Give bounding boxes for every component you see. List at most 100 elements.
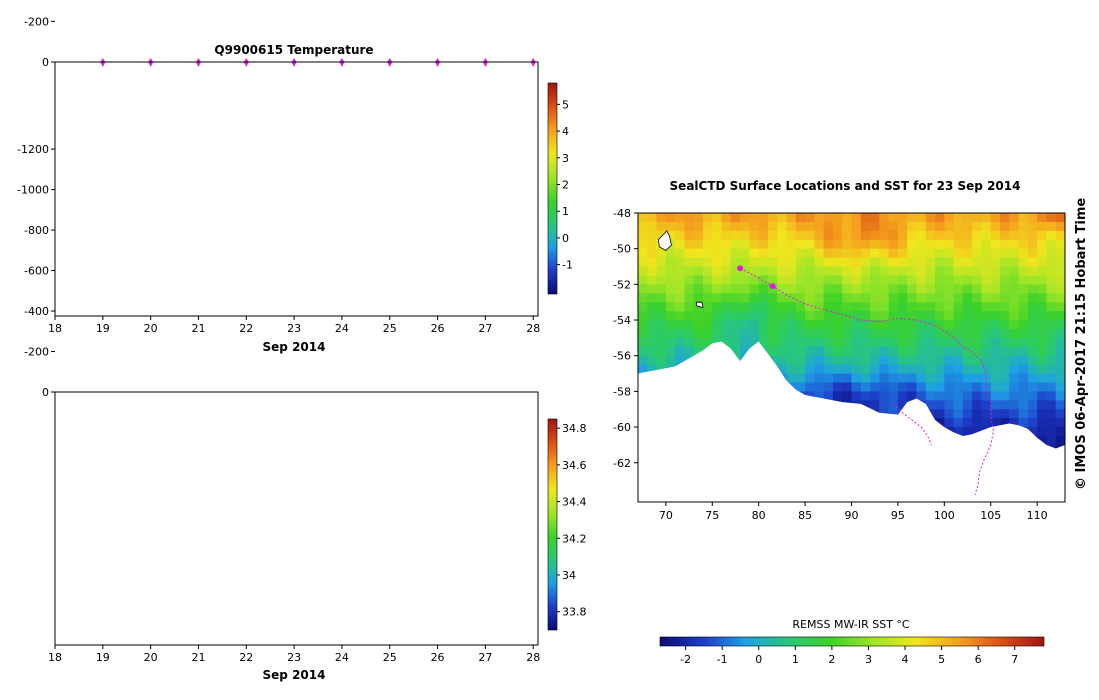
sst-cell — [730, 230, 741, 241]
sst-cell — [916, 275, 927, 285]
sst-cell — [693, 275, 704, 285]
sst-cell — [1000, 328, 1010, 339]
sst-cell — [656, 257, 667, 268]
sst-cell — [814, 257, 825, 268]
sst-cell — [879, 213, 890, 223]
sst-cell — [879, 257, 890, 268]
sst-cell — [656, 346, 667, 357]
sst-cell — [721, 284, 732, 294]
sst-cell — [953, 382, 964, 392]
sst-cell — [990, 239, 1001, 250]
sst-cell — [972, 337, 982, 348]
sst-cell — [1055, 248, 1065, 259]
sst-cell — [990, 230, 1001, 241]
sst-cell — [935, 373, 945, 383]
sst-cell — [767, 320, 778, 330]
sst-cell — [702, 337, 713, 348]
sst-cell — [860, 328, 871, 339]
sst-cell — [1018, 418, 1029, 428]
sst-cell — [851, 257, 862, 268]
sst-cell — [777, 337, 788, 348]
sst-cell — [1037, 373, 1047, 383]
sst-cell — [1009, 311, 1020, 321]
sst-cell — [888, 373, 899, 383]
sst-cell — [888, 213, 899, 223]
sst-cell — [1018, 364, 1029, 375]
sst-cell — [851, 302, 862, 312]
sst-cell — [693, 221, 704, 232]
sst-cell — [935, 400, 945, 410]
sst-cell — [805, 346, 815, 357]
salinity-panel: 18 19 20 21 22 23 24 25 26 27 28 0-200-400-600-800… — [17, 143, 586, 682]
lon-tick-label: 75 — [705, 509, 719, 522]
sst-cell — [1009, 320, 1020, 330]
sst-cell — [693, 248, 704, 259]
sst-cell — [1055, 328, 1065, 339]
sst-cell — [981, 337, 992, 348]
sst-cell — [870, 302, 880, 312]
sst-cell — [767, 239, 778, 250]
sst-cell — [1037, 248, 1047, 259]
sst-cell — [1018, 213, 1029, 223]
sst-map-panel: SealCTD Surface Locations and SST for 23… — [613, 179, 1066, 666]
colorbar-tick-label: 34.2 — [562, 532, 587, 545]
sst-cell — [1027, 230, 1038, 241]
sst-cell — [1037, 293, 1047, 303]
sst-cell — [842, 355, 852, 366]
station-marker — [195, 58, 201, 62]
sst-cell — [879, 373, 890, 383]
sst-cell — [916, 221, 927, 232]
sst-cell — [1027, 320, 1038, 330]
sst-cell — [786, 337, 797, 348]
sst-cell — [805, 311, 815, 321]
sst-cell — [944, 239, 955, 250]
sst-cell — [1009, 418, 1020, 428]
sst-cell — [962, 391, 973, 401]
sst-cell — [860, 221, 871, 232]
sst-cell — [656, 355, 667, 366]
station-marker — [387, 62, 393, 67]
sst-cell — [935, 266, 945, 276]
sst-cell — [1055, 213, 1065, 223]
sst-colorbar-ticks: -2 -1 0 1 2 3 4 5 6 7 — [680, 646, 1018, 666]
sst-cell — [1055, 364, 1065, 375]
sst-cell — [712, 320, 723, 330]
colorbar-tick-label: 34 — [562, 569, 576, 582]
sst-cell — [647, 275, 658, 285]
sst-cell — [962, 293, 973, 303]
sst-cell — [944, 409, 955, 419]
sst-cell — [860, 266, 871, 276]
sst-cell — [823, 320, 834, 330]
sst-cell — [786, 311, 797, 321]
sst-cell — [832, 248, 843, 259]
sst-cell — [693, 302, 704, 312]
sst-cell — [925, 391, 936, 401]
station-marker — [100, 62, 106, 67]
sst-cell — [823, 328, 834, 339]
sst-cell — [962, 275, 973, 285]
sst-cell — [1009, 230, 1020, 241]
sst-cell — [786, 293, 797, 303]
lat-tick-label: -58 — [613, 385, 631, 398]
sst-cell — [870, 248, 880, 259]
sst-cell — [1055, 435, 1065, 446]
sst-cell — [758, 284, 769, 294]
sst-cell — [944, 320, 955, 330]
sst-cell — [907, 382, 917, 392]
y-tick-label: -200 — [24, 346, 49, 359]
sst-cell — [953, 266, 964, 276]
sst-cell — [684, 248, 695, 259]
sst-cell — [814, 337, 825, 348]
x-tick-label: 23 — [287, 322, 301, 335]
sst-cell — [1018, 328, 1029, 339]
sst-cell — [1000, 373, 1010, 383]
sst-cell — [990, 400, 1001, 410]
sst-cell — [935, 284, 945, 294]
sst-cell — [1046, 328, 1057, 339]
seal-track — [739, 267, 995, 496]
sst-cell — [1046, 373, 1057, 383]
sst-cell — [814, 213, 825, 223]
sst-cell — [925, 275, 936, 285]
sst-cell — [684, 213, 695, 223]
